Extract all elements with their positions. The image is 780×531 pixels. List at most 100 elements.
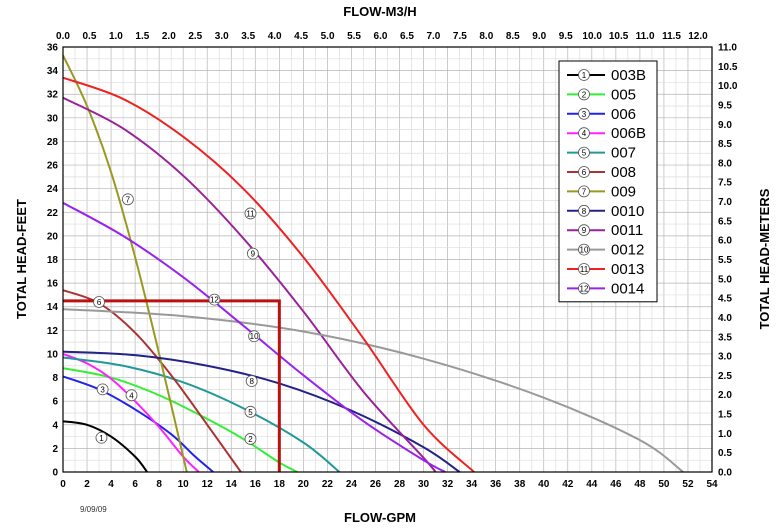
legend-marker [578,127,590,140]
curve-marker-0013 [244,207,257,220]
x-tick-label: 24 [346,479,358,490]
y-tick-label: 34 [47,66,59,77]
x2-tick-label: 3.0 [215,31,229,42]
curve-marker-label: 4 [129,391,134,400]
legend-marker-label: 3 [582,110,587,119]
x-tick-label: 2 [84,479,90,490]
legend-marker [578,166,590,178]
curve-marker-008 [93,296,105,308]
y2-axis-title: TOTAL HEAD-METERS [757,188,772,329]
legend: 1 003B 2 005 3 006 4 006B 5 007 6 008 7 009 8 0010 9 0011… [558,60,658,303]
y2-tick-label: 7.0 [718,197,732,208]
legend-label: 005 [611,86,636,103]
y2-tick-label: 6.5 [718,216,732,227]
curve-marker-label: 5 [248,408,253,417]
y-tick-label: 18 [47,255,59,266]
y2-tick-label: 0.0 [718,468,732,479]
x-axis-title: FLOW-GPM [344,510,416,525]
x-tick-label: 8 [156,479,162,490]
curve-007 [62,356,341,473]
x-tick-label: 36 [490,479,502,490]
curve-marker-label: 2 [248,435,253,444]
x-tick-label: 54 [706,479,718,490]
y2-tick-label: 2.0 [718,390,732,401]
y2-tick-label: 2.5 [718,371,732,382]
curve-0013 [62,76,475,473]
curve-marker-label: 12 [210,296,219,305]
y2-tick-label: 4.0 [718,313,732,324]
x2-tick-label: 3.5 [241,31,255,42]
legend-label: 009 [611,183,636,200]
x2-tick-label: 5.0 [321,31,335,42]
x-tick-label: 52 [682,479,694,490]
curve-0012 [62,308,684,473]
y-tick-label: 16 [47,279,59,290]
x2-tick-label: 8.5 [506,31,520,42]
curve-marker-005 [244,433,257,445]
y2-tick-label: 8.5 [718,139,732,150]
x2-tick-label: 7.0 [426,31,440,42]
x2-tick-label: 11.0 [636,31,655,42]
y-tick-label: 36 [47,43,59,54]
x-tick-label: 46 [610,479,622,490]
curve-marker-label: 1 [99,434,104,443]
y2-tick-label: 10.5 [718,62,738,73]
y-tick-label: 32 [47,90,59,101]
legend-marker [578,243,590,256]
curve-marker-label: 10 [250,332,259,341]
x-tick-label: 34 [466,479,478,490]
date-label: 9/09/09 [80,505,107,514]
legend-marker-label: 12 [580,284,589,293]
x-tick-label: 4 [108,479,114,490]
y-tick-label: 10 [47,349,59,360]
legend-marker-label: 11 [580,265,589,274]
y-axis-title: TOTAL HEAD-FEET [14,199,29,319]
curve-009 [62,54,188,473]
curve-marker-0011 [246,247,259,260]
x-tick-label: 48 [634,479,646,490]
x2-tick-label: 1.5 [135,31,149,42]
y2-tick-label: 10.0 [718,81,738,92]
y-tick-label: 8 [52,373,58,384]
x-tick-label: 26 [370,479,382,490]
x2-tick-label: 5.5 [347,31,361,42]
y2-tick-label: 4.5 [718,294,732,305]
x2-tick-label: 9.0 [532,31,546,42]
x2-tick-label: 4.5 [294,31,308,42]
legend-label: 0010 [611,203,644,220]
y2-tick-label: 8.0 [718,158,732,169]
curve-marker-label: 6 [97,298,102,307]
legend-marker-label: 5 [582,149,587,158]
curve-0014 [62,201,446,473]
x2-tick-label: 10.5 [609,31,629,42]
legend-label: 0011 [611,222,643,239]
x2-tick-label: 6.0 [374,31,388,42]
x2-axis-title: FLOW-M3/H [343,4,416,19]
legend-label: 003B [611,67,646,84]
x-tick-label: 32 [442,479,454,490]
x-tick-label: 22 [322,479,334,490]
legend-marker [578,88,590,101]
x-tick-label: 30 [418,479,430,490]
axis-ticks: 0 2 4 6 8 10 12 14 16 18 20 22 24 26 28 30 32 34 36 38 40 42 4… [47,31,738,490]
highlight-line [63,299,281,472]
curve-marker-label: 7 [126,195,131,204]
curve-marker-007 [244,405,257,418]
x2-tick-label: 11.5 [662,31,681,42]
y2-tick-label: 1.0 [718,429,732,440]
legend-label: 0014 [611,280,644,297]
y2-tick-label: 9.5 [718,100,732,111]
legend-marker-label: 2 [582,90,587,99]
curve-marker-009 [122,193,134,206]
x2-tick-label: 8.0 [479,31,493,42]
x-tick-label: 44 [586,479,598,490]
curve-marker-0010 [245,375,258,387]
x-tick-label: 10 [178,479,190,490]
curve-marker-label: 11 [246,209,255,218]
operating-point-highlight [63,299,281,472]
y2-tick-label: 1.5 [718,410,732,421]
curve-marker-0012 [248,330,260,343]
x-tick-label: 28 [394,479,406,490]
x2-tick-label: 9.5 [559,31,573,42]
